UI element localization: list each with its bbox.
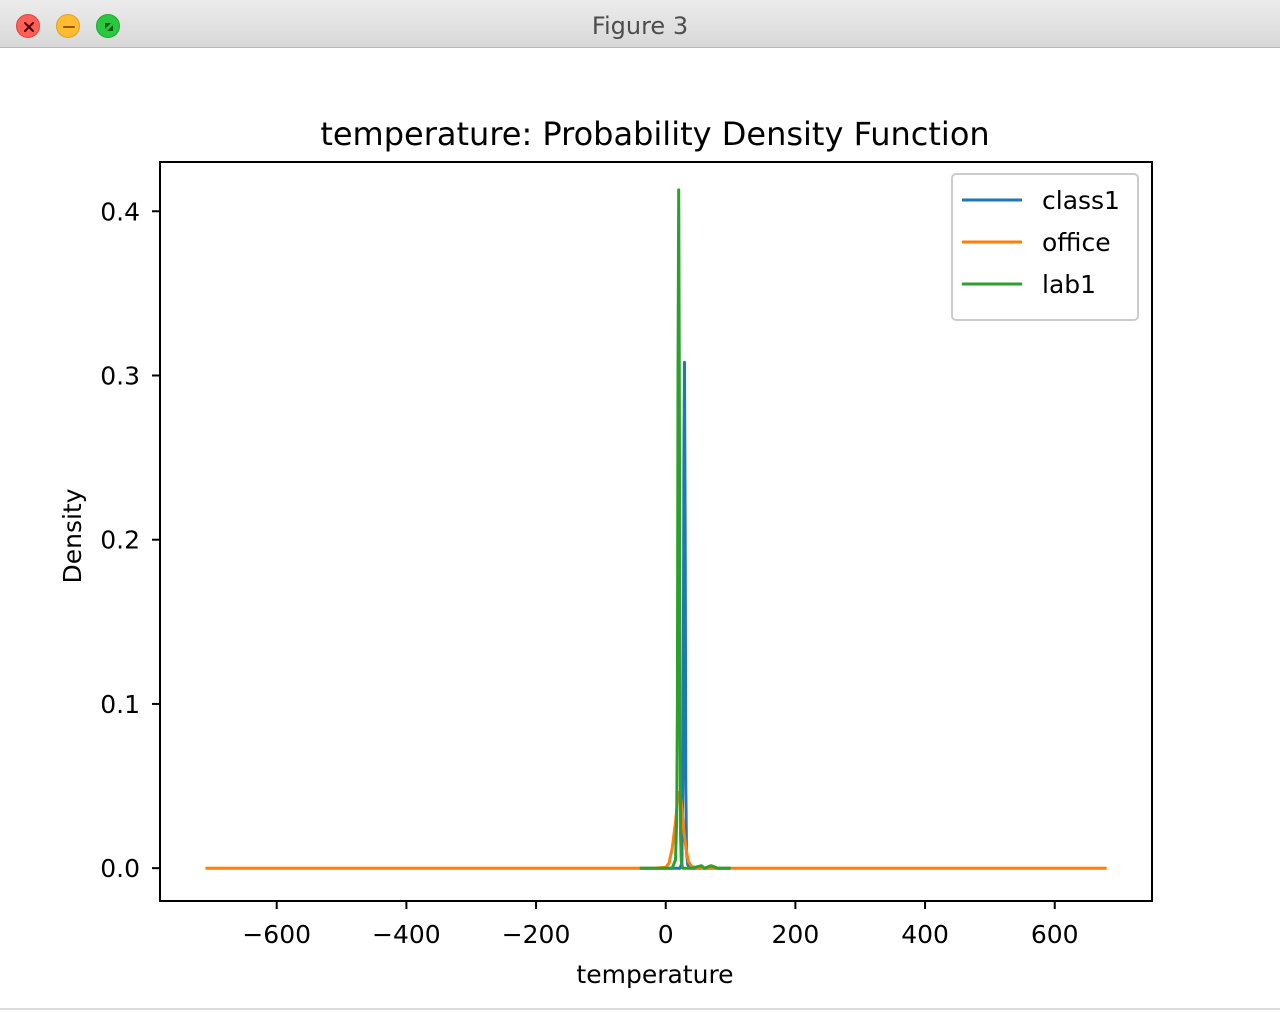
window-titlebar: Figure 3 — [0, 0, 1280, 48]
legend-label: class1 — [1042, 186, 1120, 215]
chart-title: temperature: Probability Density Functio… — [320, 115, 989, 153]
x-tick-label: −200 — [502, 920, 571, 949]
x-tick-label: 400 — [901, 920, 949, 949]
y-tick-label: 0.2 — [100, 526, 140, 555]
series-line-office — [205, 791, 1107, 870]
plot-lines — [205, 188, 1107, 870]
y-axis-label: Density — [58, 488, 87, 583]
x-tick-label: 0 — [658, 920, 674, 949]
x-tick-label: 200 — [772, 920, 820, 949]
legend-label: office — [1042, 228, 1111, 257]
close-icon[interactable] — [16, 14, 40, 38]
window-title: Figure 3 — [591, 12, 689, 40]
x-tick-label: 600 — [1031, 920, 1079, 949]
series-line-class1 — [639, 360, 731, 870]
x-axis: −600 −400 −200 0 200 400 600 — [242, 901, 1079, 949]
y-tick-label: 0.3 — [100, 361, 140, 390]
legend: class1 office lab1 — [951, 173, 1139, 321]
maximize-icon[interactable] — [96, 14, 120, 38]
y-tick-label: 0.0 — [100, 854, 140, 883]
figure-canvas: temperature: Probability Density Functio… — [0, 48, 1280, 1008]
y-tick-label: 0.4 — [100, 197, 140, 226]
minimize-icon[interactable] — [56, 14, 80, 38]
y-tick-label: 0.1 — [100, 690, 140, 719]
x-axis-label: temperature — [576, 960, 733, 989]
density-chart: temperature: Probability Density Functio… — [58, 115, 1153, 989]
x-tick-label: −400 — [372, 920, 441, 949]
window-bottom-border — [0, 1008, 1280, 1010]
plot-frame — [159, 161, 1153, 902]
series-line-lab1 — [639, 188, 731, 870]
legend-label: lab1 — [1042, 270, 1096, 299]
x-tick-label: −600 — [242, 920, 311, 949]
y-axis: 0.0 0.1 0.2 0.3 0.4 — [100, 197, 160, 883]
